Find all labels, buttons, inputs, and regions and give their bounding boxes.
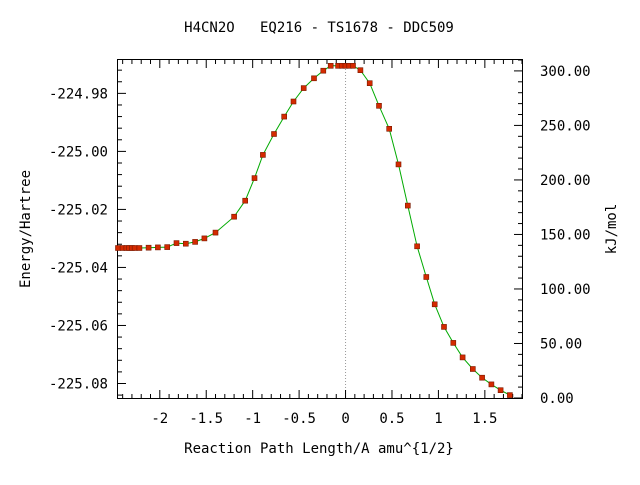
data-point <box>350 62 356 69</box>
data-point <box>327 62 334 69</box>
data-point <box>488 381 495 388</box>
data-point <box>164 244 170 250</box>
y2-tick-label: 100.00 <box>540 282 591 298</box>
x-tick-label: -0.5 <box>282 411 316 427</box>
data-point <box>300 85 307 91</box>
y2-tick-label: 300.00 <box>540 64 591 80</box>
data-point <box>281 113 288 120</box>
data-point <box>395 161 402 168</box>
data-point <box>131 245 138 251</box>
x-tick-label: -1.5 <box>189 411 223 427</box>
data-point <box>201 235 208 242</box>
data-point <box>366 80 373 86</box>
data-point <box>357 67 364 73</box>
data-point <box>136 245 143 251</box>
plot-frame <box>117 59 523 399</box>
data-point <box>290 98 297 105</box>
x-tick-labels: -2 -1.5 -1 -0.5 0 0.5 1 1.5 <box>151 411 497 427</box>
data-point <box>497 387 504 394</box>
data-point <box>423 274 430 280</box>
y-tick-label: -225.08 <box>49 376 108 392</box>
y2-tick-label: 200.00 <box>540 173 591 189</box>
data-point <box>414 243 420 250</box>
data-point <box>173 240 180 246</box>
axis-ticks <box>118 59 523 399</box>
chart-title: H4CN2O EQ216 - TS1678 - DDC509 <box>184 20 454 36</box>
y2-tick-labels: 0.00 50.00 100.00 150.00 200.00 250.00 300.00 <box>540 64 591 407</box>
data-point <box>212 229 219 236</box>
y-tick-label: -225.02 <box>49 202 108 218</box>
data-point <box>320 67 327 74</box>
x-axis-label: Reaction Path Length/A amu^{1/2} <box>184 441 454 457</box>
x-tick-label: 1.5 <box>472 411 497 427</box>
data-point <box>271 131 277 137</box>
x-tick-label: 1 <box>434 411 442 427</box>
x-tick-label: -2 <box>151 411 168 427</box>
data-point <box>469 366 476 372</box>
data-point <box>441 324 447 330</box>
data-point <box>507 392 513 398</box>
y2-tick-label: 250.00 <box>540 118 591 134</box>
y-tick-label: -225.04 <box>49 260 108 276</box>
data-point <box>386 126 393 132</box>
y2-tick-label: 150.00 <box>540 227 591 243</box>
data-point <box>145 244 152 251</box>
data-point <box>192 239 198 245</box>
y2-tick-label: 0.00 <box>540 391 574 407</box>
y2-tick-label: 50.00 <box>540 336 582 352</box>
y-tick-labels: -224.98 -225.00 -225.02 -225.04 -225.06 -225.… <box>49 86 108 392</box>
data-point <box>404 202 411 209</box>
data-point <box>376 103 382 109</box>
data-point <box>242 197 248 204</box>
x-tick-label: 0 <box>341 411 349 427</box>
data-point <box>431 301 438 308</box>
data-point <box>115 245 121 251</box>
y-tick-label: -225.06 <box>49 318 108 334</box>
y-axis-label: Energy/Hartree <box>18 170 34 288</box>
data-point <box>231 213 237 220</box>
data-point <box>311 75 317 82</box>
energy-series <box>115 62 513 398</box>
data-point <box>260 152 266 158</box>
data-point <box>251 175 258 181</box>
data-point <box>479 374 485 381</box>
energy-curve-line <box>118 65 511 396</box>
x-tick-label: -1 <box>244 411 261 427</box>
y-tick-label: -225.00 <box>49 144 108 160</box>
data-point <box>155 244 161 251</box>
data-point <box>450 340 457 346</box>
data-point <box>183 240 189 247</box>
y-tick-label: -224.98 <box>49 86 108 102</box>
x-tick-label: 0.5 <box>379 411 404 427</box>
y2-axis-label: kJ/mol <box>604 204 620 255</box>
data-point <box>459 354 466 361</box>
